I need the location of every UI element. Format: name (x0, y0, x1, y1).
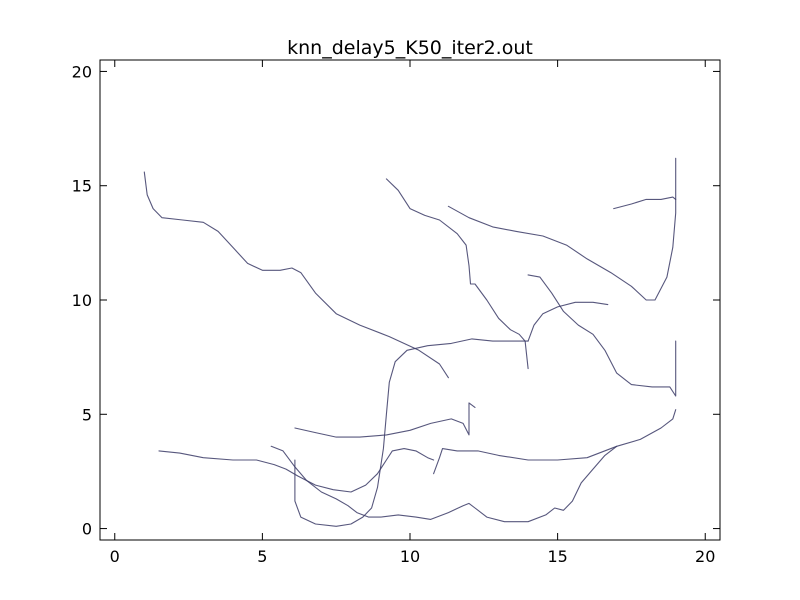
y-tick-label: 20 (72, 62, 92, 81)
x-tick-label: 10 (400, 547, 420, 566)
y-tick-label: 0 (82, 520, 92, 539)
series-line-9 (270, 445, 618, 523)
x-tick-label: 5 (257, 547, 267, 566)
y-tick-label: 10 (72, 291, 92, 310)
series-line-1 (143, 171, 449, 379)
series-line-2 (385, 178, 529, 370)
axes-layer: 0 5 10 15 20 0 5 10 15 20 (72, 59, 721, 566)
x-tick-label: 0 (110, 547, 120, 566)
series-line-5 (527, 274, 677, 397)
series-line-6 (294, 402, 476, 438)
y-tick-label: 5 (82, 405, 92, 424)
series-line-7 (158, 448, 435, 493)
series-line-10 (294, 338, 529, 527)
series-line-3 (447, 157, 677, 301)
series-line-4 (613, 196, 677, 210)
y-tick-label: 15 (72, 177, 92, 196)
series-line-8 (433, 409, 677, 475)
chart-title: knn_delay5_K50_iter2.out (287, 37, 533, 59)
series-line-11 (527, 301, 609, 342)
x-tick-label: 15 (547, 547, 567, 566)
series-layer (143, 157, 677, 527)
x-tick-label: 20 (695, 547, 715, 566)
